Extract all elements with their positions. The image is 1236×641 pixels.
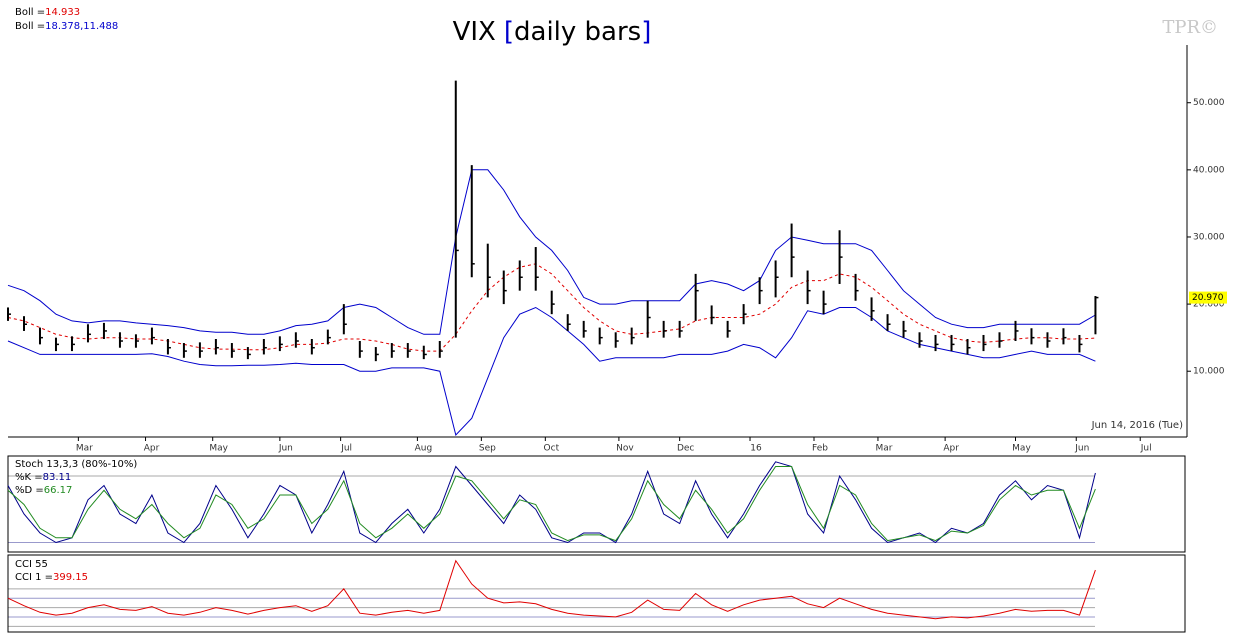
x-tick-label: Nov — [616, 444, 634, 454]
x-tick-label: Apr — [943, 444, 959, 454]
legend-value: 18.378,11.488 — [45, 21, 118, 32]
bollinger-band — [7, 263, 1096, 352]
title-bracket: [ — [504, 17, 514, 47]
legend-label: Boll = — [15, 21, 45, 32]
legend-entry: %K =83.11 — [15, 472, 71, 483]
panel-title: CCI 55 — [15, 559, 48, 570]
legend-label: %K = — [15, 472, 43, 483]
last-value-label: 20.970 — [1192, 293, 1224, 303]
x-tick-label: Aug — [415, 444, 433, 454]
legend-value: 66.17 — [44, 485, 73, 496]
stoch-panel — [7, 455, 1186, 553]
legend-entry: Boll =14.933 — [15, 7, 80, 18]
x-tick-label: May — [209, 444, 228, 454]
panel-title: Stoch 13,3,3 (80%-10%) — [15, 459, 137, 470]
grid-layer — [8, 475, 1095, 627]
bollinger-band — [7, 169, 1096, 335]
indicator-line — [7, 461, 1096, 544]
legend-entry: %D =66.17 — [15, 485, 72, 496]
y-tick-label: 50.000 — [1193, 98, 1225, 108]
watermark: TPR© — [1162, 17, 1218, 38]
x-tick-label: Dec — [677, 444, 694, 454]
legend-entry: CCI 1 =399.15 — [15, 572, 88, 583]
legend-value: 399.15 — [53, 572, 88, 583]
y-tick-label: 10.000 — [1193, 367, 1225, 377]
x-tick-label: Mar — [875, 444, 892, 454]
date-label: Jun 14, 2016 (Tue) — [1091, 420, 1183, 431]
y-tick-label: 40.000 — [1193, 165, 1225, 175]
legend-value: 83.11 — [43, 472, 72, 483]
y-tick-label: 30.000 — [1193, 232, 1225, 242]
x-tick-label: Feb — [812, 444, 828, 454]
legend-label: %D = — [15, 485, 44, 496]
legend-label: CCI 1 = — [15, 572, 53, 583]
x-tick-label: Oct — [544, 444, 560, 454]
x-tick-label: May — [1012, 444, 1031, 454]
bollinger-band — [7, 306, 1096, 437]
y-tick-label: 20.000 — [1193, 300, 1225, 310]
legend-entry: Boll =18.378,11.488 — [15, 21, 118, 32]
legend-value: 14.933 — [45, 7, 80, 18]
x-tick-label: Jul — [340, 444, 352, 454]
x-tick-label: Mar — [76, 444, 93, 454]
last-value-box — [1189, 291, 1227, 304]
indicator-line — [7, 559, 1096, 620]
title-bracket: ] — [641, 17, 651, 47]
x-tick-label: 16 — [750, 444, 762, 454]
x-tick-label: Jun — [1074, 444, 1089, 454]
x-tick-label: Jun — [278, 444, 293, 454]
x-tick-label: Jul — [1140, 444, 1152, 454]
subtitle: daily bars — [514, 17, 641, 47]
chart-title: VIX [daily bars] — [453, 17, 652, 47]
legend-label: Boll = — [15, 7, 45, 18]
cci-panel — [7, 554, 1186, 633]
x-tick-label: Sep — [479, 444, 496, 454]
x-tick-label: Apr — [144, 444, 160, 454]
indicator-line — [7, 466, 1096, 542]
title-text: VIX — [453, 17, 496, 47]
